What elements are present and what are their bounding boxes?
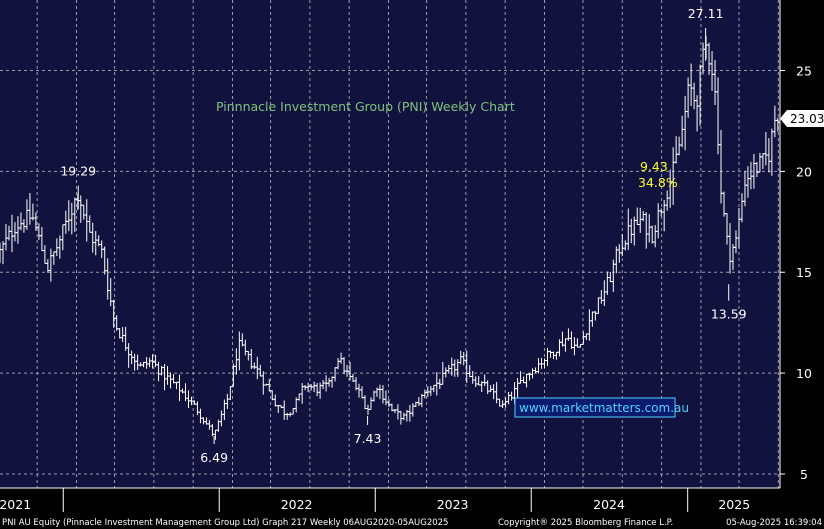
footer-right: 05-Aug-2025 16:39:04 bbox=[726, 518, 822, 528]
x-tick-label: 2022 bbox=[281, 497, 313, 512]
x-tick-label: 2025 bbox=[718, 497, 750, 512]
watermark[interactable]: www.marketmatters.com.au bbox=[514, 397, 689, 418]
annotations: 19.29 6.49 7.43 27.11 13.59 bbox=[60, 6, 746, 465]
y-tick-label: 10 bbox=[796, 366, 812, 381]
x-tick-label: 2021 bbox=[0, 497, 31, 512]
price-annotation: 27.11 bbox=[688, 6, 724, 21]
x-tick-label: 2023 bbox=[437, 497, 469, 512]
price-annotation: 7.43 bbox=[354, 431, 382, 446]
y-tick-label: 15 bbox=[796, 265, 812, 280]
chart-title: Pinnnacle Investment Group (PNI) Weekly … bbox=[216, 99, 515, 114]
price-annotation: 13.59 bbox=[711, 307, 747, 322]
y-axis: 5 10 15 20 25 bbox=[779, 0, 812, 488]
y-tick-label: 20 bbox=[796, 164, 812, 179]
axis-strip bbox=[780, 0, 824, 488]
watermark-link[interactable]: www.marketmatters.com.au bbox=[519, 401, 689, 415]
last-price-box bbox=[780, 110, 824, 127]
watermark-box bbox=[514, 397, 676, 418]
x-axis: 2021 2022 2023 2024 2025 bbox=[0, 487, 780, 512]
price-annotation: 19.29 bbox=[60, 164, 96, 179]
x-axis-strip bbox=[0, 488, 780, 529]
footer-left: PNI AU Equity (Pinnacle Investment Manag… bbox=[2, 518, 448, 528]
move-label-percent: 34.8% bbox=[638, 175, 678, 190]
x-tick-label: 2024 bbox=[593, 497, 625, 512]
price-bars bbox=[0, 27, 780, 444]
last-price-label: 23.03 bbox=[790, 112, 824, 126]
grid-lines bbox=[0, 0, 780, 488]
price-annotation: 6.49 bbox=[200, 450, 228, 465]
y-tick-label: 5 bbox=[800, 467, 808, 482]
move-label-price: 9.43 bbox=[640, 159, 668, 174]
footer-center: Copyright® 2025 Bloomberg Finance L.P. bbox=[498, 518, 673, 528]
y-tick-label: 25 bbox=[796, 64, 812, 79]
last-price-tag: 23.03 bbox=[780, 110, 824, 127]
